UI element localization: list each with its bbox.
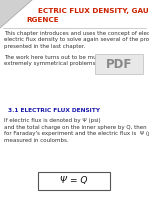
Text: The work here turns out to be much easier, and
extremely symmetrical problems wh: The work here turns out to be much easie…	[4, 55, 138, 66]
Text: 3.1 ELECTRIC FLUX DENSITY: 3.1 ELECTRIC FLUX DENSITY	[8, 108, 100, 113]
Text: This chapter introduces and uses the concept of electric flux and
electric flux : This chapter introduces and uses the con…	[4, 31, 149, 49]
Text: ECTRIC FLUX DENSITY, GAUSS'S: ECTRIC FLUX DENSITY, GAUSS'S	[38, 8, 149, 14]
Text: If electric flux is denoted by Ψ (psi)
and the total charge on the inner sphere : If electric flux is denoted by Ψ (psi) a…	[4, 118, 149, 143]
Polygon shape	[0, 0, 32, 28]
FancyBboxPatch shape	[95, 54, 143, 74]
Text: PDF: PDF	[106, 57, 132, 70]
FancyBboxPatch shape	[38, 172, 110, 190]
Text: Ψ = Q: Ψ = Q	[60, 176, 88, 186]
Text: RGENCE: RGENCE	[26, 17, 59, 23]
